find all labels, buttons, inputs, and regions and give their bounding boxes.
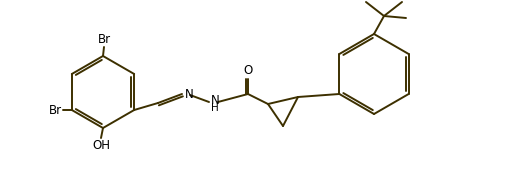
Text: OH: OH bbox=[92, 139, 110, 152]
Text: N: N bbox=[211, 93, 220, 106]
Text: Br: Br bbox=[97, 33, 111, 46]
Text: N: N bbox=[185, 87, 194, 100]
Text: O: O bbox=[243, 64, 252, 77]
Text: H: H bbox=[211, 103, 219, 113]
Text: Br: Br bbox=[49, 103, 62, 117]
